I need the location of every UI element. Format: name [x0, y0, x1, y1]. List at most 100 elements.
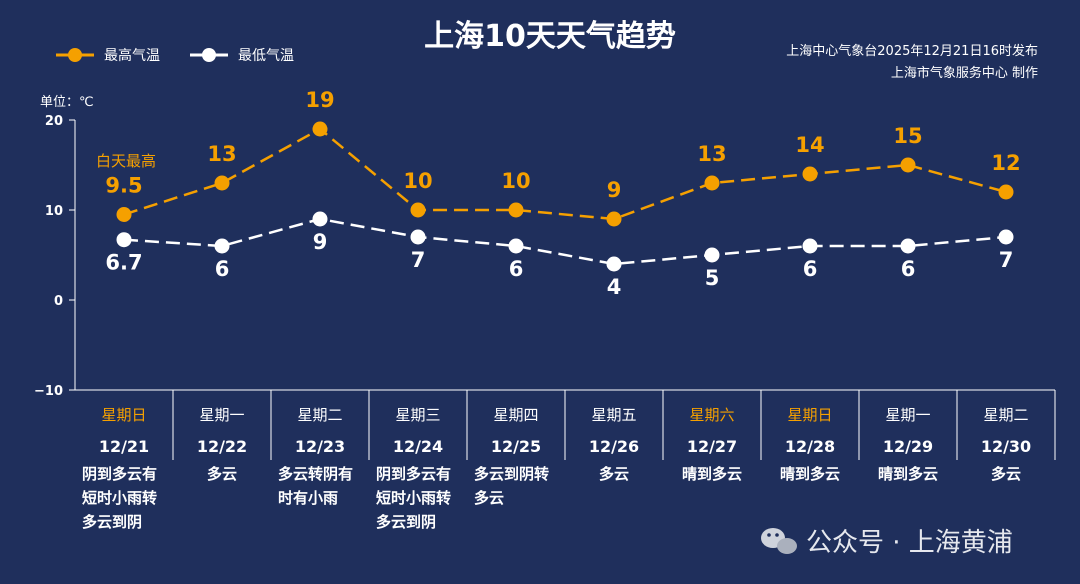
weather-text: 阴到多云有	[376, 465, 451, 483]
high-temp-point	[606, 211, 622, 227]
low-temp-label: 6	[215, 257, 230, 281]
y-ticks: 20 10 0 −10	[34, 114, 75, 399]
legend-high-label: 最高气温	[104, 47, 160, 64]
low-temp-label: 6	[509, 257, 524, 281]
low-temp-label: 4	[607, 275, 622, 299]
weekday-label: 星期四	[493, 406, 538, 424]
weather-text: 多云到阴转	[474, 465, 549, 483]
low-temp-label: 6	[901, 257, 916, 281]
high-temp-point	[214, 175, 230, 191]
low-temp-label: 5	[705, 266, 720, 290]
date-label: 12/22	[197, 437, 247, 456]
weekday-label: 星期一	[199, 406, 244, 424]
low-temp-point	[116, 232, 132, 248]
weather-text: 阴到多云有	[82, 465, 157, 483]
date-label: 12/27	[687, 437, 737, 456]
low-temp-label: 6	[803, 257, 818, 281]
low-temp-label: 7	[999, 248, 1014, 272]
weather-text: 多云转阴有	[278, 465, 353, 483]
source-line-2: 上海市气象服务中心 制作	[891, 65, 1038, 81]
high-temp-label: 10	[501, 169, 530, 193]
weekday-label: 星期一	[885, 406, 930, 424]
low-temp-point	[900, 238, 916, 254]
high-temp-label: 14	[795, 133, 824, 157]
y-tick-label: 20	[45, 114, 63, 129]
high-temp-point	[410, 202, 426, 218]
high-temp-label: 13	[207, 142, 236, 166]
weekday-label: 星期二	[297, 406, 342, 424]
weather-text: 多云	[474, 489, 504, 507]
y-tick-label: 0	[54, 294, 63, 309]
low-temp-line	[123, 217, 1007, 266]
high-temp-point	[998, 184, 1014, 200]
high-temp-label: 12	[991, 151, 1020, 175]
watermark-text: 公众号 · 上海黄浦	[806, 528, 1013, 558]
weather-text: 晴到多云	[682, 465, 742, 483]
high-temp-label: 9.5	[105, 174, 142, 198]
date-label: 12/28	[785, 437, 835, 456]
low-temp-label: 7	[411, 248, 426, 272]
weather-text: 短时小雨转	[82, 489, 157, 507]
weekday-label: 星期日	[787, 406, 832, 424]
high-temp-label: 19	[305, 88, 334, 112]
high-temp-point	[116, 207, 132, 222]
weather-text: 时有小雨	[278, 489, 338, 507]
legend-low-marker	[202, 48, 216, 62]
high-temp-point	[802, 166, 818, 182]
y-tick-label: 10	[45, 204, 63, 219]
high-temp-label: 9	[607, 178, 622, 202]
weather-text: 多云	[599, 465, 629, 483]
unit-label: 单位：℃	[40, 95, 94, 110]
daytime-high-note: 白天最高	[96, 152, 156, 170]
weekday-label: 星期二	[983, 406, 1028, 424]
high-temp-point	[312, 121, 328, 137]
high-temp-point	[508, 202, 524, 218]
weather-text: 多云到阴	[82, 513, 142, 531]
high-temp-point	[900, 157, 916, 173]
high-temp-line	[123, 127, 1007, 221]
weather-text: 短时小雨转	[376, 489, 451, 507]
legend-high-marker	[68, 48, 82, 62]
chart-title: 上海10天天气趋势	[424, 19, 676, 54]
y-tick-label: −10	[34, 384, 63, 399]
weather-text: 多云到阴	[376, 513, 436, 531]
source-line-1: 上海中心气象台2025年12月21日16时发布	[786, 43, 1038, 59]
date-label: 12/24	[393, 437, 443, 456]
high-temp-label: 10	[403, 169, 432, 193]
date-label: 12/21	[99, 437, 149, 456]
weekday-label: 星期五	[591, 406, 636, 424]
date-label: 12/25	[491, 437, 541, 456]
low-temp-point	[508, 238, 524, 254]
legend: 最高气温 最低气温	[56, 47, 294, 64]
high-temp-label: 15	[893, 124, 922, 148]
weather-text: 晴到多云	[878, 465, 938, 483]
low-temp-point	[704, 247, 720, 263]
high-temp-label: 13	[697, 142, 726, 166]
low-temp-label: 6.7	[105, 251, 142, 275]
high-temp-point	[704, 175, 720, 191]
series-layer: 9.5 13 19 10 10 9 13 14 15 12 6.7 6 9 7 6 4 5 6 6 7	[105, 88, 1020, 299]
date-label: 12/23	[295, 437, 345, 456]
weather-text: 晴到多云	[780, 465, 840, 483]
weekday-label: 星期六	[689, 406, 734, 424]
date-label: 12/29	[883, 437, 933, 456]
watermark: 公众号 · 上海黄浦	[761, 528, 1013, 558]
low-temp-point	[802, 238, 818, 254]
weekday-label: 星期三	[395, 406, 440, 424]
weekday-label: 星期日	[101, 406, 146, 424]
low-temp-point	[998, 229, 1014, 245]
low-temp-label: 9	[313, 230, 328, 254]
date-label: 12/30	[981, 437, 1031, 456]
low-temp-point	[214, 238, 230, 254]
weather-text: 多云	[207, 465, 237, 483]
wechat-icon	[761, 528, 797, 554]
legend-low-label: 最低气温	[238, 48, 294, 64]
low-temp-point	[312, 211, 328, 227]
date-label: 12/26	[589, 437, 639, 456]
low-temp-point	[606, 256, 622, 272]
low-temp-point	[410, 229, 426, 245]
weather-text: 多云	[991, 465, 1021, 483]
